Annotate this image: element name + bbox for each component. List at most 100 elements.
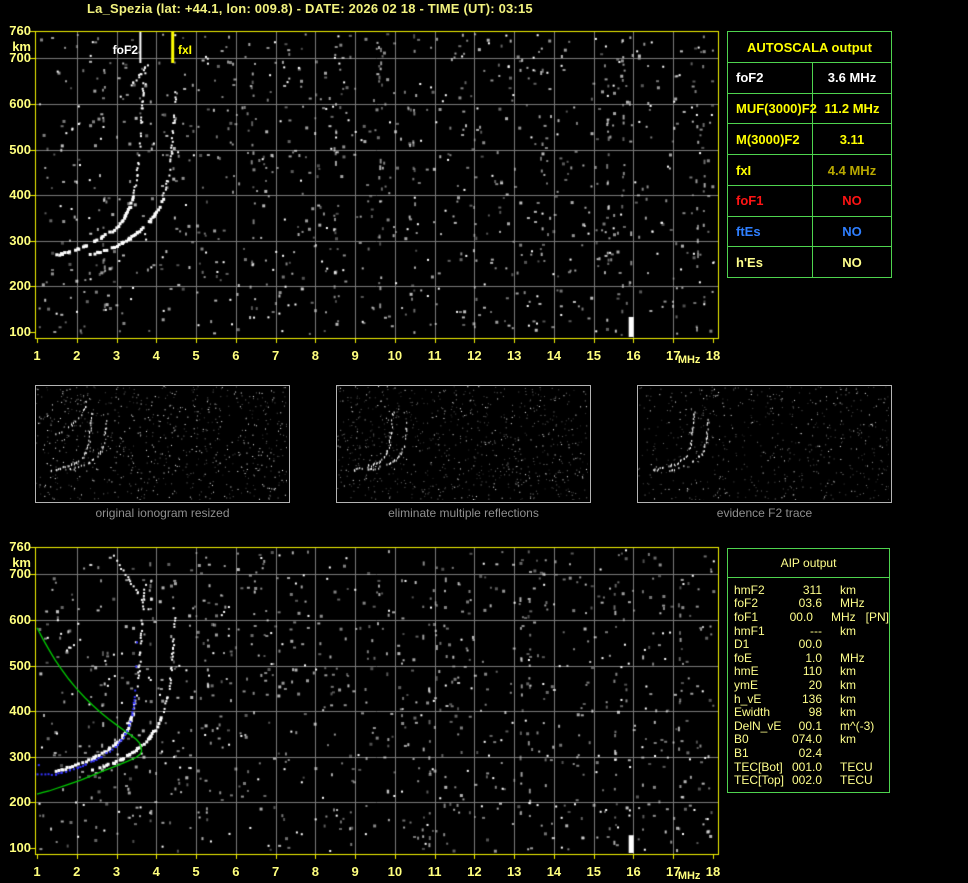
x-tick-label: 18 <box>705 348 721 363</box>
parameter-name: foF1 <box>728 185 813 216</box>
x-tick-label: 13 <box>506 348 522 363</box>
parameter-name: DelN_vE <box>734 718 782 733</box>
parameter-name: MUF(3000)F2 <box>728 93 817 124</box>
parameter-value: 00.0 <box>798 637 822 652</box>
parameter-unit: MHz <box>840 596 865 611</box>
x-tick-label: 1 <box>33 864 41 879</box>
x-tick-label: 6 <box>232 348 240 363</box>
parameter-value: 98 <box>808 705 822 720</box>
y-tick-label: 300 <box>9 748 31 764</box>
y-tick-label: 760 <box>9 539 31 554</box>
y-tick-label: 760 <box>9 23 31 38</box>
y-tick-label: 400 <box>9 187 31 203</box>
parameter-name: foE <box>734 650 753 665</box>
parameter-name: ftEs <box>728 216 813 247</box>
parameter-name: h_vE <box>734 691 762 706</box>
parameter-value: 00.1 <box>798 718 822 733</box>
x-tick-label: 3 <box>112 348 121 363</box>
parameter-value: 3.6 MHz <box>827 70 877 86</box>
aip-table-rows: hmF2 311 km foF2 03.6 MHz foF1 00.0 MHz [PN] hmF1-… <box>728 578 889 787</box>
aip-table-header: AIP output <box>728 549 889 578</box>
x-tick-label: 2 <box>73 348 81 363</box>
parameter-value: 136 <box>801 691 822 706</box>
main-ionogram-canvas <box>29 25 725 345</box>
y-tick-label: 700 <box>9 566 31 582</box>
aip-row-tec-top-: TEC[Top] 002.0 TECU <box>728 773 889 787</box>
parameter-unit: km <box>840 582 856 597</box>
x-tick-label: 4 <box>152 348 160 363</box>
parameter-name: B0 <box>734 732 749 747</box>
autoscala-row-muf-3000-f2: MUF(3000)F2 11.2 MHz <box>728 93 891 125</box>
x-tick-label: 10 <box>387 348 403 363</box>
x-tick-label: 12 <box>467 864 482 879</box>
y-tick-label: 100 <box>9 839 31 855</box>
aip-row-b0: B0 074.0 km <box>728 732 889 747</box>
y-tick-label: 300 <box>9 232 31 248</box>
x-tick-label: 9 <box>351 348 359 363</box>
x-tick-label: 5 <box>192 864 200 879</box>
parameter-value: NO <box>842 254 862 270</box>
parameter-name: fxI <box>728 155 813 185</box>
x-tick-label: 14 <box>546 864 562 879</box>
x-tick-label: 9 <box>351 864 359 879</box>
autoscala-output-table: AUTOSCALA output foF2 3.6 MHz MUF(3000)F2 1… <box>727 31 892 278</box>
autoscala-row-fof1: foF1 NO <box>728 185 891 217</box>
y-tick-label: 600 <box>9 95 31 111</box>
parameter-name: h'Es <box>728 247 813 278</box>
x-tick-label: 17 <box>666 348 681 363</box>
parameter-name: hmE <box>734 664 759 679</box>
x-tick-label: 7 <box>271 864 280 879</box>
x-tick-label: 8 <box>311 348 319 363</box>
autoscala-row-m-3000-f2: M(3000)F2 3.11 <box>728 124 891 156</box>
autoscala-row-fxi: fxI 4.4 MHz <box>728 155 891 186</box>
parameter-unit: m^(-3) <box>840 718 875 733</box>
parameter-value: 1.0 <box>805 650 822 665</box>
parameter-name: foF2 <box>728 63 813 93</box>
parameter-unit: km <box>840 664 856 679</box>
parameter-name: foF1 <box>734 609 759 624</box>
x-tick-label: 13 <box>506 864 522 879</box>
x-tick-label: 12 <box>467 348 482 363</box>
y-tick-label: 500 <box>9 141 31 157</box>
x-tick-label: 7 <box>271 348 280 363</box>
aip-row-ewidth: Ewidth 98 km <box>728 705 889 719</box>
parameter-value: --- <box>810 623 822 638</box>
parameter-unit: km <box>840 677 856 692</box>
parameter-name: TEC[Top] <box>734 773 785 788</box>
parameter-value: NO <box>842 193 862 209</box>
y-axis-unit-label: km <box>12 39 31 54</box>
thumbnail-f2-canvas <box>638 386 889 500</box>
fxI-marker-label: fxI <box>178 43 193 57</box>
parameter-value: 002.0 <box>791 773 822 788</box>
parameter-name: M(3000)F2 <box>728 124 813 155</box>
autoscala-row-fof2: foF2 3.6 MHz <box>728 63 891 94</box>
parameter-name: foF2 <box>734 596 759 611</box>
y-tick-label: 700 <box>9 50 31 66</box>
parameter-value: 00.0 <box>789 609 813 624</box>
aip-row-hmf1: hmF1 --- km <box>728 624 889 638</box>
y-tick-label: 500 <box>9 657 31 673</box>
parameter-unit: km <box>840 623 856 638</box>
x-axis-unit-label: MHz <box>677 354 701 366</box>
parameter-value: 110 <box>802 664 822 679</box>
parameter-value: NO <box>842 223 862 239</box>
y-tick-label: 400 <box>9 703 31 719</box>
parameter-value: 20 <box>808 677 822 692</box>
thumbnail-original-canvas <box>36 386 287 500</box>
x-tick-label: 6 <box>232 864 240 879</box>
parameter-name: B1 <box>734 745 749 760</box>
parameter-unit: MHz <box>830 609 856 624</box>
parameter-unit: km <box>840 732 856 747</box>
x-tick-label: 4 <box>152 864 160 879</box>
x-tick-label: 15 <box>586 864 601 879</box>
aip-row-hme: hmE 110 km <box>728 664 889 679</box>
aip-row-h-ve: h_vE 136 km <box>728 692 889 706</box>
x-tick-label: 5 <box>192 348 200 363</box>
aip-row-deln-ve: DelN_vE 00.1 m^(-3) <box>728 719 889 733</box>
parameter-value: 311 <box>802 582 822 597</box>
parameter-flag: [PN] <box>865 609 889 624</box>
thumbnail-caption-evidence: evidence F2 trace <box>716 506 813 520</box>
parameter-value: 02.4 <box>798 745 822 760</box>
x-tick-label: 16 <box>626 864 641 879</box>
